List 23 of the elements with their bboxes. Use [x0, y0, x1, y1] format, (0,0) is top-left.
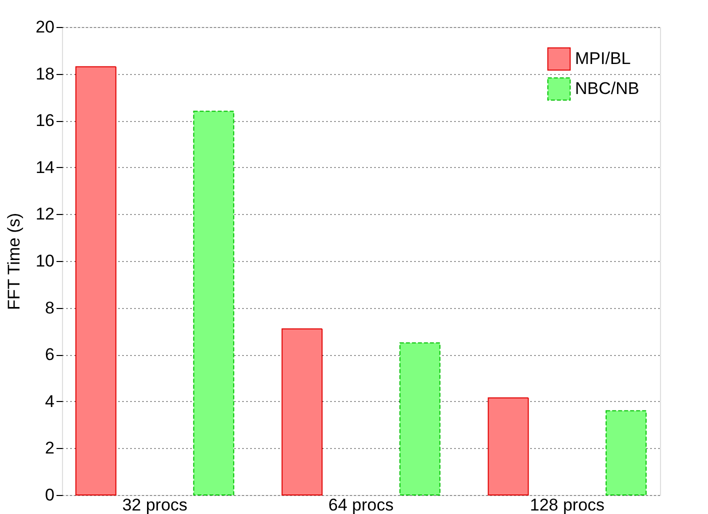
bar [399, 342, 440, 496]
x-tick-label: 32 procs [122, 496, 188, 514]
y-tick-label: 4 [45, 392, 54, 411]
y-tick-label: 12 [36, 204, 54, 224]
legend-label: NBC/NB [575, 79, 640, 98]
y-tick-label: 14 [36, 158, 54, 177]
bar [193, 110, 234, 496]
x-tick-label: 64 procs [328, 496, 394, 514]
y-tick-label: 8 [45, 298, 54, 318]
y-tick-label: 0 [45, 486, 54, 504]
bar [75, 66, 116, 496]
y-tick-label: 18 [36, 64, 54, 84]
y-tick-label: 16 [36, 111, 54, 130]
y-tick-label: 10 [36, 252, 54, 270]
bar [282, 328, 323, 496]
y-axis-title: FFT Time (s) [4, 213, 24, 310]
bar [488, 397, 529, 496]
y-tick-label: 20 [36, 18, 54, 36]
legend-label: MPI/BL [575, 49, 631, 68]
y-tick-label: 6 [45, 345, 54, 364]
x-tick-label: 128 procs [530, 496, 605, 514]
bar [606, 410, 647, 496]
y-tick-label: 2 [45, 438, 54, 458]
